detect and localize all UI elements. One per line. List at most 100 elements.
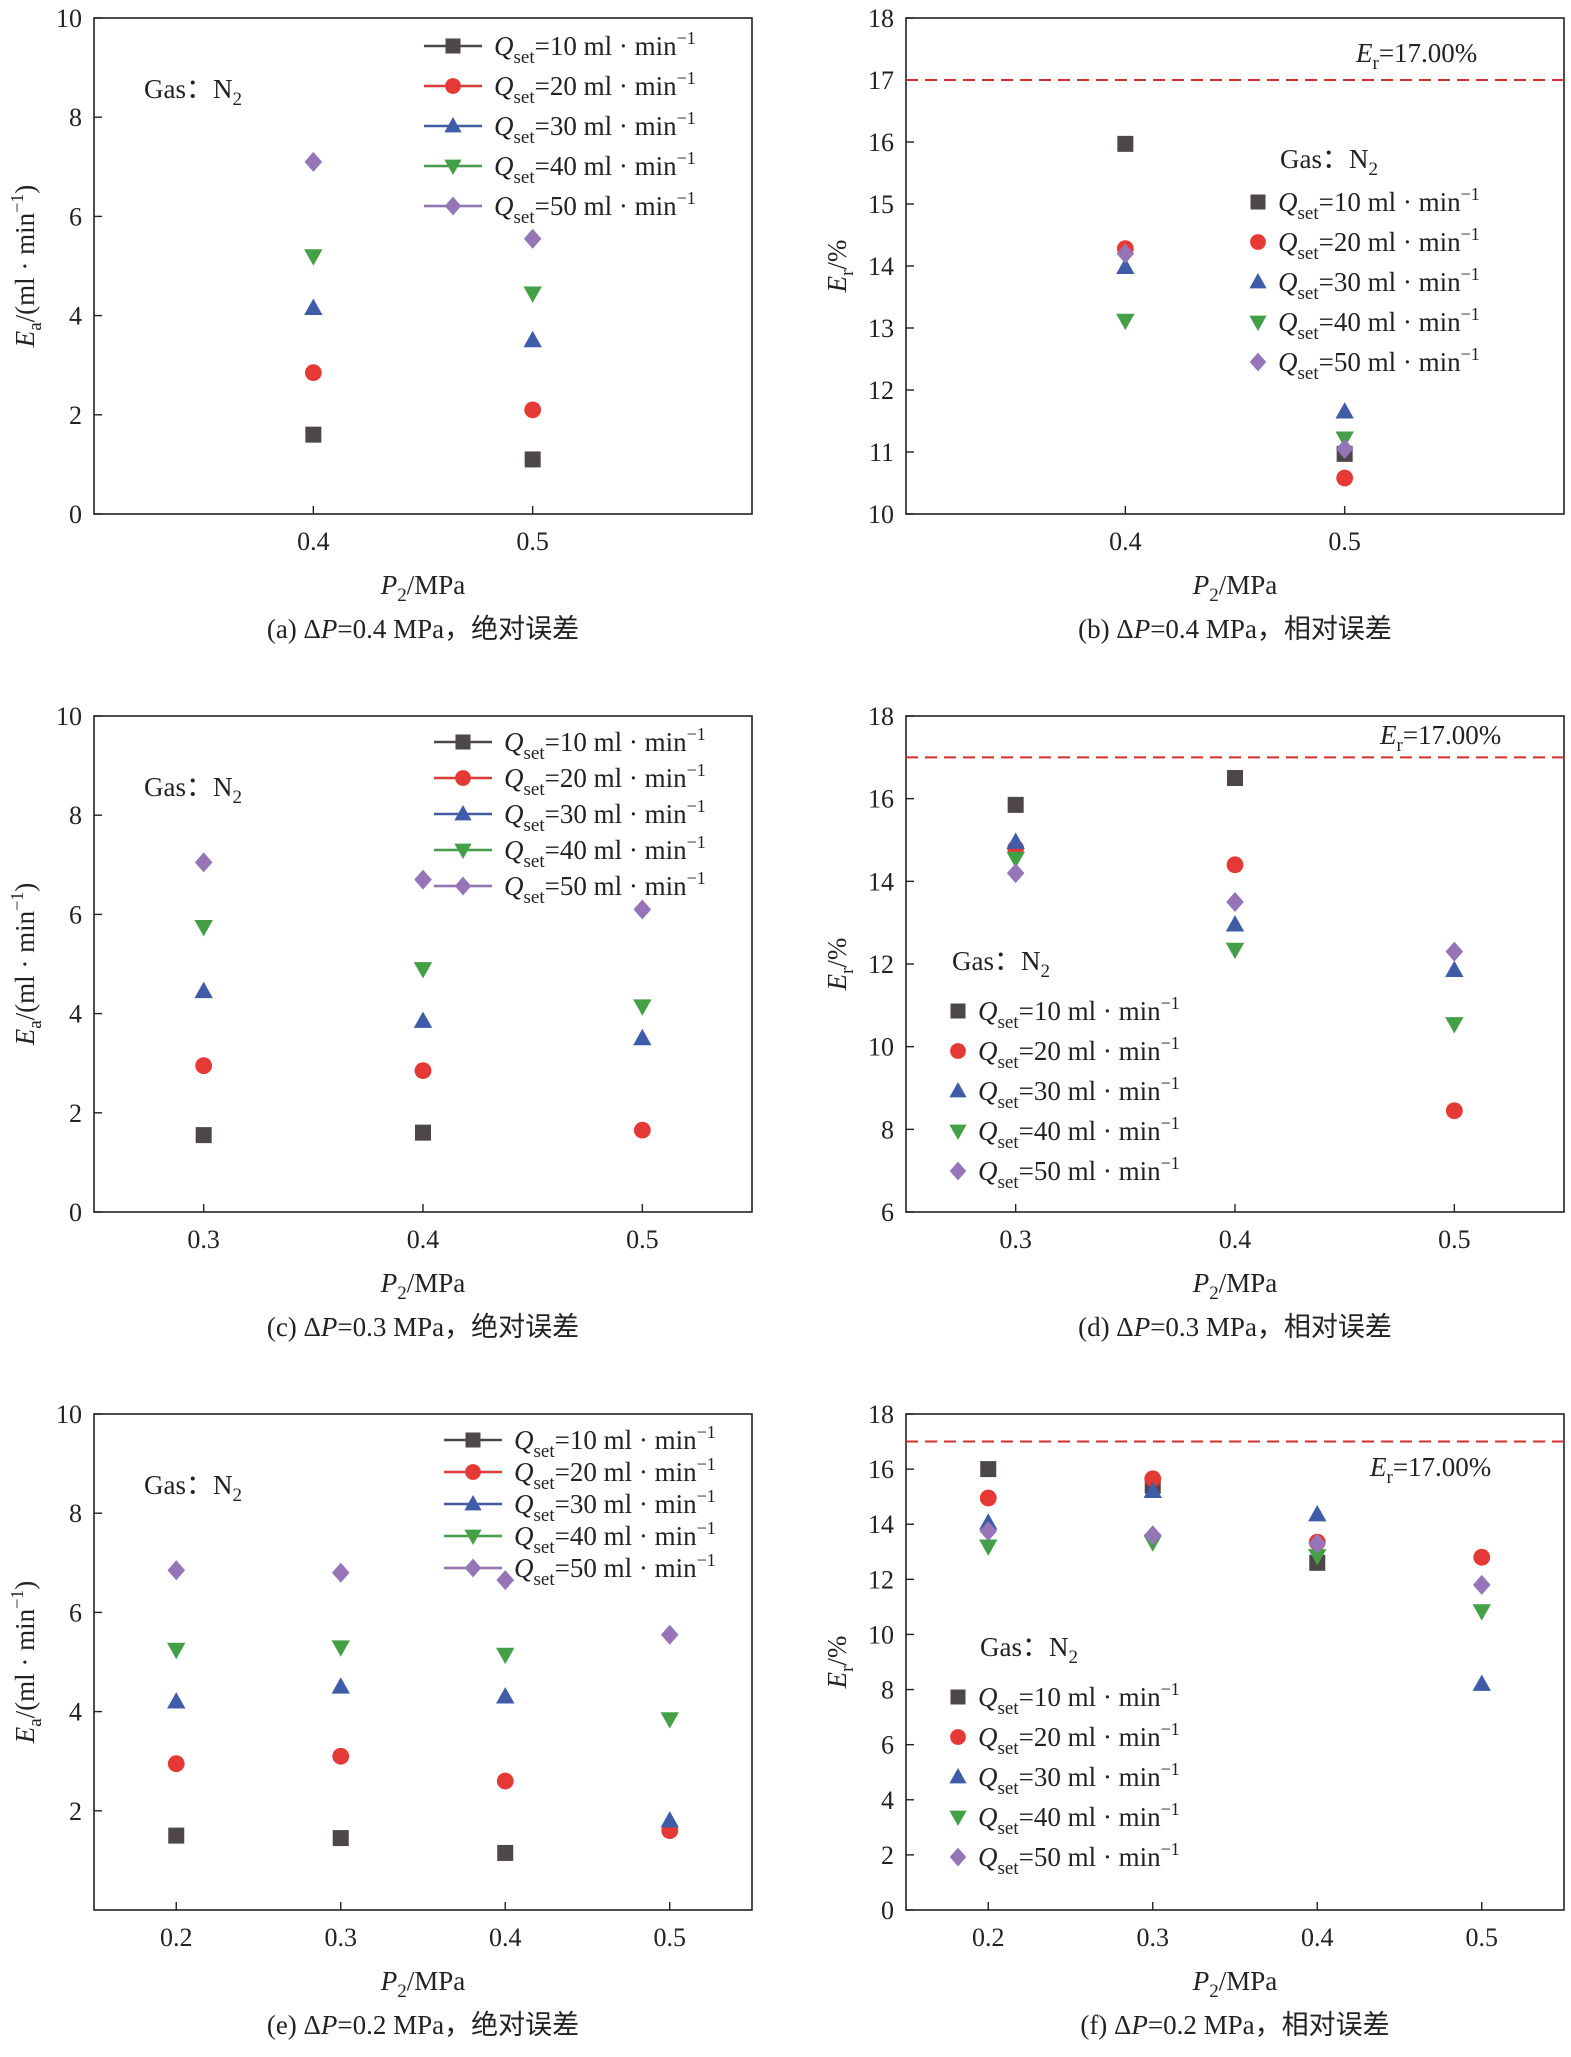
legend-label-a-1: Qset=20 ml · min−1 (494, 68, 696, 108)
ytick-label-e-1: 4 (69, 1698, 82, 1727)
xtick-label-a-0: 0.4 (297, 527, 330, 556)
point-d-q30-1 (1225, 915, 1245, 932)
point-b-q30-0 (1116, 257, 1135, 275)
plot-frame-f (905, 1413, 1565, 1911)
point-e-q10-1 (332, 1830, 349, 1847)
xtick-label-c-0: 0.3 (187, 1225, 220, 1254)
point-a-q50-0 (304, 151, 323, 172)
point-f-q50-3 (1472, 1574, 1491, 1595)
legend-marker-d-4 (949, 1161, 967, 1181)
point-f-q40-2 (1308, 1549, 1327, 1566)
point-b-q30-1 (1335, 402, 1354, 419)
ytick-label-a-5: 10 (56, 4, 82, 33)
xaxis-label-c: P2/MPa (380, 1268, 466, 1304)
legend-label-d-3: Qset=40 ml · min−1 (978, 1113, 1180, 1153)
ytick-label-f-9: 18 (868, 1400, 894, 1429)
legend-label-e-1: Qset=20 ml · min−1 (514, 1454, 716, 1494)
xtick-label-a-1: 0.5 (516, 527, 549, 556)
xaxis-label-f: P2/MPa (1192, 1966, 1278, 2002)
legend-marker-b-4 (1249, 352, 1267, 372)
legend-label-f-1: Qset=20 ml · min−1 (978, 1719, 1180, 1759)
ytick-label-d-4: 14 (868, 867, 894, 896)
point-b-q50-0 (1116, 243, 1135, 264)
panel-d: 6 8 10 12 14 16 18 0.3 0.4 0.5 P2/MPa Er/% (d) ΔP=0.… (822, 702, 1565, 1342)
ytick-label-c-4: 8 (69, 801, 82, 830)
point-e-q50-1 (331, 1562, 350, 1583)
point-a-q50-1 (523, 228, 542, 249)
point-d-q10-1 (1227, 770, 1243, 786)
point-d-q20-2 (1445, 1102, 1463, 1120)
ytick-label-c-0: 0 (69, 1198, 82, 1227)
panel-a: 0 2 4 6 8 10 0.4 0.5 P2/MPa Ea/(ml · min−1) (a) ΔP… (7, 4, 753, 644)
point-f-q30-3 (1472, 1674, 1491, 1691)
ytick-label-f-3: 6 (881, 1731, 894, 1760)
xtick-label-e-3: 0.5 (654, 1923, 687, 1952)
gas-label-b: Gas：N2 (1280, 144, 1378, 180)
legend-marker-f-0 (950, 1689, 966, 1705)
point-e-q30-3 (660, 1811, 679, 1828)
legend-label-f-4: Qset=50 ml · min−1 (978, 1839, 1180, 1879)
xaxis-label-d: P2/MPa (1192, 1268, 1278, 1304)
xtick-label-f-1: 0.3 (1137, 1923, 1170, 1952)
caption-f: (f) ΔP=0.2 MPa，相对误差 (1080, 2010, 1389, 2040)
legend-label-a-4: Qset=50 ml · min−1 (494, 188, 696, 228)
ytick-label-d-1: 8 (881, 1115, 894, 1144)
xtick-label-e-2: 0.4 (489, 1923, 522, 1952)
ytick-label-f-5: 10 (868, 1620, 894, 1649)
yaxis-label-e: Ea/(ml · min−1) (7, 1581, 46, 1745)
point-c-q40-1 (413, 962, 433, 979)
legend-marker-e-0 (465, 1432, 481, 1448)
ytick-label-c-2: 4 (69, 1000, 82, 1029)
legend-label-a-0: Qset=10 ml · min−1 (494, 28, 696, 68)
ytick-label-e-3: 8 (69, 1499, 82, 1528)
legend-marker-a-2 (444, 117, 462, 133)
point-e-q40-1 (331, 1640, 350, 1657)
point-e-q30-1 (331, 1677, 350, 1694)
gas-label-e: Gas：N2 (144, 1470, 242, 1506)
point-a-q20-0 (304, 364, 322, 382)
legend-label-b-1: Qset=20 ml · min−1 (1278, 224, 1480, 264)
caption-c: (c) ΔP=0.3 MPa，绝对误差 (267, 1312, 579, 1342)
xtick-label-b-0: 0.4 (1109, 527, 1142, 556)
yaxis-label-c: Ea/(ml · min−1) (7, 883, 46, 1047)
yaxis-label-f: Er/% (822, 1636, 858, 1690)
xtick-label-e-0: 0.2 (160, 1923, 193, 1952)
point-f-q40-0 (979, 1539, 998, 1556)
point-c-q30-1 (413, 1011, 433, 1028)
legend-marker-b-3 (1249, 315, 1267, 331)
point-d-q40-1 (1225, 942, 1245, 960)
legend-marker-f-4 (949, 1847, 967, 1867)
ytick-label-d-2: 10 (868, 1033, 894, 1062)
legend-marker-c-2 (454, 805, 472, 821)
point-c-q40-0 (194, 920, 213, 937)
point-f-q40-3 (1472, 1604, 1491, 1621)
caption-d: (d) ΔP=0.3 MPa，相对误差 (1078, 1312, 1392, 1342)
point-f-q20-3 (1473, 1548, 1491, 1566)
point-d-q40-0 (1006, 851, 1025, 869)
legend-marker-c-0 (455, 734, 471, 750)
ytick-label-e-0: 2 (69, 1797, 82, 1826)
point-a-q20-1 (524, 401, 542, 419)
point-d-q50-1 (1226, 892, 1244, 912)
point-a-q40-0 (304, 249, 323, 266)
legend-marker-d-3 (949, 1124, 967, 1140)
ytick-label-b-6: 16 (868, 128, 894, 157)
point-f-q50-2 (1308, 1533, 1327, 1554)
panel-f: 0 2 4 6 8 10 12 14 16 18 0.2 0.3 0.4 0.5 P2/MPa Er/% (f)… (822, 1400, 1565, 2040)
point-c-q50-2 (633, 899, 652, 920)
legend-marker-f-1 (950, 1729, 966, 1745)
ytick-label-b-8: 18 (868, 4, 894, 33)
legend-label-f-2: Qset=30 ml · min−1 (978, 1759, 1180, 1799)
legend-label-b-0: Qset=10 ml · min−1 (1278, 184, 1480, 224)
yaxis-label-d: Er/% (822, 938, 858, 992)
point-c-q50-0 (194, 852, 213, 873)
ytick-label-b-5: 15 (868, 190, 894, 219)
legend-marker-d-1 (950, 1043, 966, 1059)
legend-label-c-3: Qset=40 ml · min−1 (504, 832, 706, 872)
